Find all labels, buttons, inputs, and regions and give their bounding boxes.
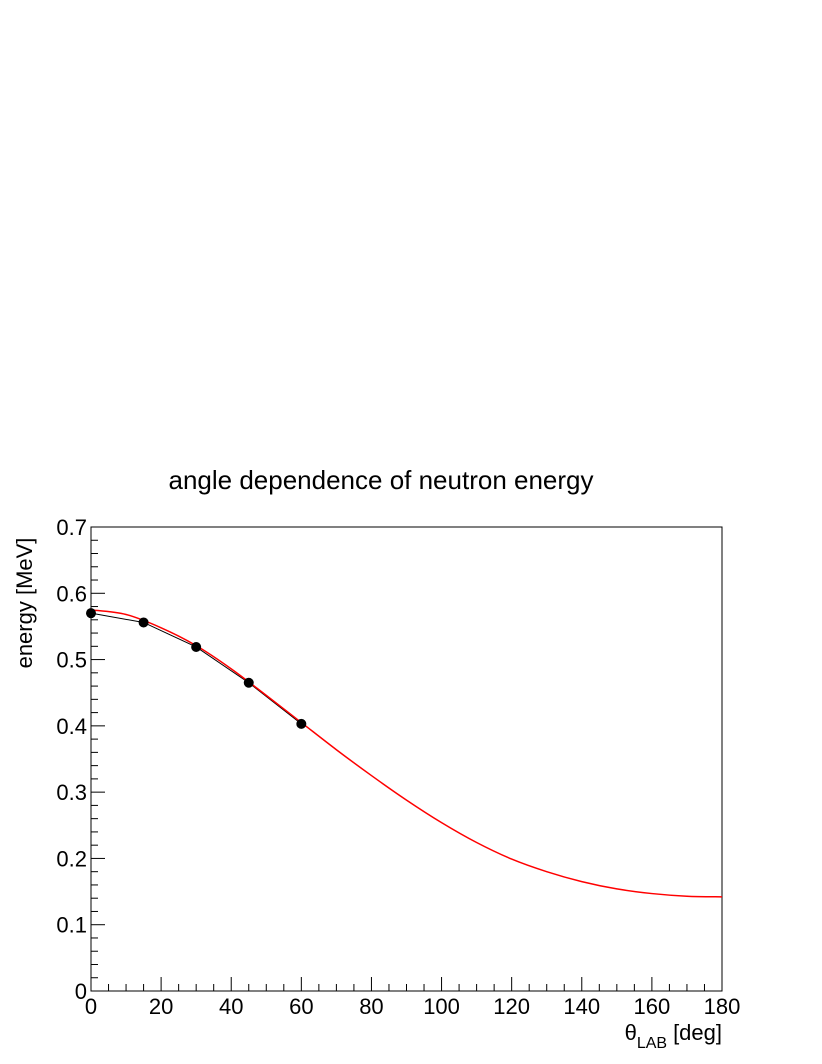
series-1-curve	[90, 609, 723, 898]
x-tick-label: 120	[493, 994, 530, 1019]
x-axis-title-unit: [deg]	[673, 1020, 722, 1045]
series-0-point	[138, 617, 149, 628]
x-axis-title-symbol: θ	[625, 1020, 637, 1045]
x-tick-label: 160	[634, 994, 671, 1019]
x-tick-label: 20	[149, 994, 173, 1019]
series-0-point	[243, 677, 254, 688]
y-tick-label: 0.5	[56, 648, 87, 673]
x-tick-label: 180	[704, 994, 741, 1019]
series-0-point	[86, 608, 96, 619]
y-tick-label: 0.1	[56, 913, 87, 938]
y-tick-label: 0.6	[56, 581, 87, 606]
y-tick-label: 0.4	[56, 714, 87, 739]
x-axis-title-subscript: LAB	[637, 1035, 667, 1052]
series-0-point	[191, 641, 202, 652]
x-tick-label: 0	[85, 994, 97, 1019]
x-axis-title: θLAB [deg]	[625, 1020, 722, 1052]
chart-title: angle dependence of neutron energy	[168, 465, 593, 495]
series-0-point	[296, 718, 307, 729]
series-0-line	[90, 612, 302, 725]
x-tick-label: 80	[359, 994, 383, 1019]
y-axis-title: energy [MeV]	[12, 538, 37, 669]
x-tick-label: 40	[219, 994, 243, 1019]
plot-frame	[90, 526, 723, 992]
y-tick-label: 0	[75, 979, 87, 1004]
y-tick-label: 0.3	[56, 780, 87, 805]
y-tick-label: 0.7	[56, 515, 87, 540]
x-tick-label: 60	[289, 994, 313, 1019]
x-tick-label: 140	[563, 994, 600, 1019]
x-tick-label: 100	[423, 994, 460, 1019]
y-tick-label: 0.2	[56, 846, 87, 871]
